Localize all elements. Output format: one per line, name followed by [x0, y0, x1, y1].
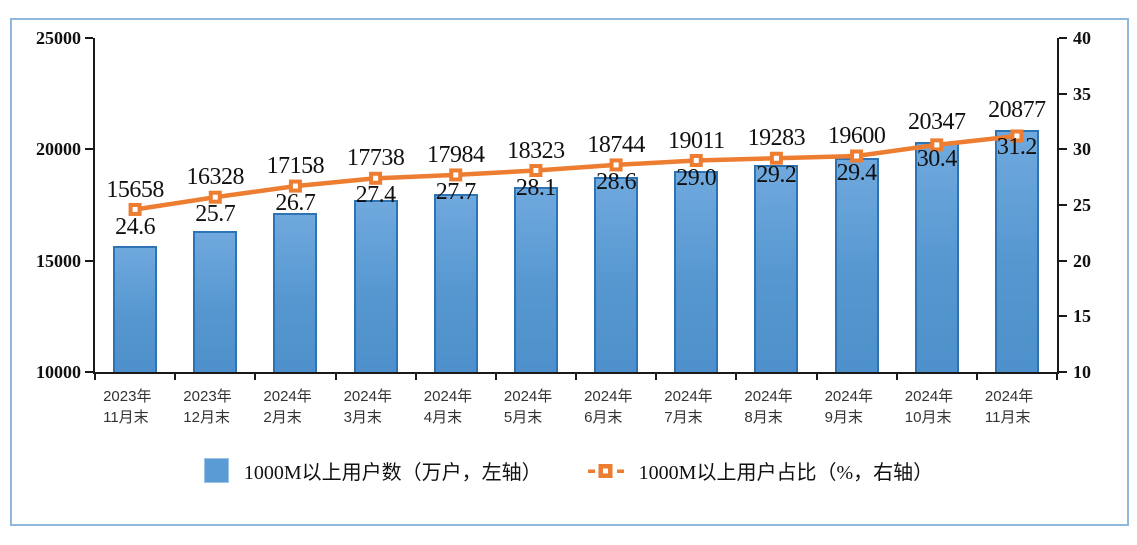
ratio-value-label: 29.0: [676, 164, 717, 191]
bar: [754, 165, 799, 372]
x-axis-label: 2024年 11月末: [984, 388, 1034, 426]
x-axis-label: 2024年 9月末: [824, 388, 873, 426]
x-axis-label: 2024年 10月末: [904, 388, 954, 426]
left-axis-tick: [85, 37, 93, 39]
bar-value-label: 19600: [827, 123, 886, 149]
left-axis-tick-label: 20000: [36, 139, 81, 160]
bar: [113, 246, 158, 372]
bar-value-label: 17158: [266, 153, 325, 180]
left-axis-tick-label: 10000: [36, 362, 81, 382]
bar: [914, 141, 959, 372]
legend-label-users: 1000M以上用户数（万户，左轴）: [243, 462, 542, 484]
x-axis-tick: [94, 374, 96, 380]
bar: [513, 186, 558, 372]
right-axis-tick-label: 20: [1073, 250, 1091, 271]
x-axis-tick: [655, 374, 658, 380]
ratio-value-label: 24.6: [115, 213, 156, 240]
x-axis-tick: [334, 374, 337, 380]
ratio-line: [128, 129, 1024, 216]
bar: [193, 231, 238, 372]
ratio-value-label: 27.4: [355, 182, 397, 209]
x-axis-label: 2024年 4月末: [423, 388, 473, 426]
right-axis-tick: [1059, 148, 1067, 151]
x-axis-label: 2024年 5月末: [503, 388, 553, 426]
bar-series-swatch-icon: [203, 458, 229, 483]
line-series-marker-icon: [587, 463, 624, 478]
bar: [273, 212, 318, 372]
y-axis-left: [93, 38, 95, 374]
bar-value-label: 18323: [507, 137, 565, 164]
ratio-value-label: 27.7: [435, 178, 477, 205]
bar: [353, 199, 398, 372]
ratio-value-label: 26.7: [275, 190, 316, 217]
ratio-value-label: 28.6: [596, 168, 637, 195]
x-axis-tick: [575, 374, 577, 380]
right-axis-tick: [1059, 371, 1067, 373]
right-axis-tick-label: 40: [1073, 28, 1091, 48]
x-axis-label: 2024年 8月末: [744, 388, 793, 426]
x-axis-label: 2023年 12月末: [183, 388, 232, 426]
x-axis-label: 2024年 6月末: [584, 388, 633, 426]
bar: [433, 194, 478, 372]
bar-value-label: 16328: [186, 164, 245, 191]
right-axis-tick: [1059, 92, 1067, 95]
right-axis-tick-label: 35: [1073, 83, 1091, 104]
x-axis-tick: [735, 374, 738, 380]
ratio-value-label: 29.2: [756, 162, 797, 189]
bar-value-label: 15658: [106, 176, 164, 203]
right-axis-tick: [1059, 204, 1067, 206]
bar-value-label: 17738: [346, 145, 405, 172]
right-axis-tick-label: 10: [1073, 362, 1091, 382]
plot-area: 15658 24.6 16328 25.7 17158 26.7 17738 27.4 1798…: [95, 38, 1057, 372]
bar-value-label: 19011: [667, 127, 725, 154]
x-axis-label: 2024年 2月末: [263, 388, 312, 426]
right-axis-tick-label: 25: [1073, 195, 1091, 215]
ratio-value-label: 28.1: [515, 174, 557, 201]
left-axis-tick: [85, 259, 93, 262]
x-axis-tick: [1056, 374, 1058, 380]
x-axis-tick: [895, 374, 898, 380]
right-axis-tick-label: 30: [1073, 139, 1091, 160]
left-axis-tick-label: 15000: [36, 250, 81, 271]
bar-value-label: 17984: [427, 141, 485, 168]
x-axis-tick: [975, 374, 978, 380]
left-axis-tick: [85, 371, 93, 373]
ratio-value-label: 25.7: [195, 201, 236, 228]
x-axis-label: 2024年 7月末: [664, 388, 713, 426]
x-axis: [93, 372, 1059, 374]
left-axis-tick: [85, 148, 93, 151]
y-axis-right: [1057, 38, 1059, 374]
bar: [674, 171, 719, 372]
ratio-value-label: 29.4: [836, 160, 878, 186]
x-axis-label: 2024年 3月末: [343, 388, 392, 426]
x-axis-tick: [174, 374, 177, 380]
bar-value-label: 18744: [587, 131, 645, 158]
x-axis-tick: [254, 374, 257, 380]
legend-label-ratio: 1000M以上用户占比（%，右轴）: [638, 462, 934, 484]
x-axis-label: 2023年 11月末: [103, 388, 152, 426]
bar-value-label: 20347: [908, 108, 966, 135]
legend: 1000M以上用户数（万户，左轴） 1000M以上用户占比（%，右轴）: [0, 456, 1137, 485]
bar: [994, 129, 1039, 372]
right-axis-tick: [1059, 315, 1067, 318]
right-axis-tick: [1059, 259, 1067, 262]
legend-item-ratio: 1000M以上用户占比（%，右轴）: [587, 456, 934, 485]
x-axis-tick: [414, 374, 417, 380]
bar-value-label: 20877: [988, 96, 1046, 123]
x-axis-tick: [494, 374, 497, 380]
x-axis-tick: [815, 374, 818, 380]
left-axis-tick-label: 25000: [36, 28, 81, 48]
right-axis-tick-label: 15: [1073, 306, 1091, 327]
legend-item-users: 1000M以上用户数（万户，左轴）: [203, 456, 542, 485]
ratio-value-label: 31.2: [996, 133, 1038, 160]
bar: [594, 177, 639, 372]
bar-value-label: 19283: [747, 125, 806, 152]
ratio-value-label: 30.4: [916, 145, 958, 172]
right-axis-tick: [1059, 37, 1067, 39]
